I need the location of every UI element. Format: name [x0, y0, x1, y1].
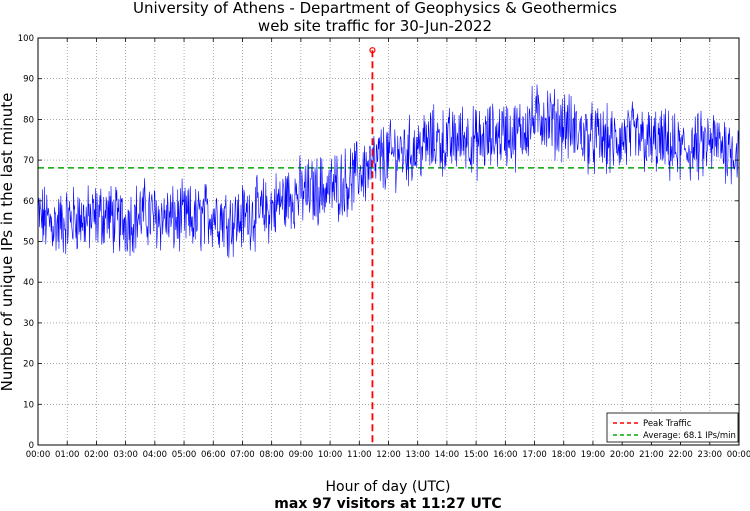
y-tick-label: 90: [23, 75, 34, 85]
series-layer: [37, 84, 740, 258]
x-tick-label: 20:00: [610, 450, 635, 460]
x-tick-label: 18:00: [552, 450, 577, 460]
x-tick-label: 00:00: [26, 450, 51, 460]
legend: Peak Traffic Average: 68.1 IPs/min: [606, 412, 739, 443]
x-tick-label: 02:00: [84, 450, 109, 460]
x-tick-label: 14:00: [435, 450, 460, 460]
x-tick-label: 09:00: [289, 450, 314, 460]
x-tick-label: 10:00: [318, 450, 343, 460]
x-tick-label: 13:00: [405, 450, 430, 460]
y-tick-label: 40: [23, 278, 34, 288]
y-axis-ticks: 0 10 20 30 40 50 60 70 80 90 100: [18, 34, 739, 451]
chart-title: University of Athens - Department of Geo…: [133, 0, 617, 17]
legend-label-peak: Peak Traffic: [643, 419, 692, 429]
x-tick-label: 15:00: [464, 450, 489, 460]
y-tick-label: 80: [23, 115, 34, 125]
x-axis-ticks: 00:00 01:00 02:00 03:00 04:00 05:00 06:00 07:00…: [26, 38, 750, 460]
x-tick-label: 22:00: [668, 450, 693, 460]
x-tick-label: 19:00: [581, 450, 606, 460]
legend-box: [606, 412, 739, 443]
x-tick-label: 06:00: [201, 450, 226, 460]
x-axis-sublabel: max 97 visitors at 11:27 UTC: [274, 496, 501, 511]
y-tick-label: 50: [23, 238, 34, 248]
x-tick-label: 07:00: [230, 450, 255, 460]
x-tick-label: 05:00: [172, 450, 197, 460]
y-tick-label: 0: [29, 441, 34, 451]
x-tick-label: 08:00: [259, 450, 284, 460]
x-tick-label: 11:00: [347, 450, 372, 460]
peak-layer: [369, 47, 376, 445]
x-tick-label: 00:00: [727, 450, 750, 460]
x-axis-label: Hour of day (UTC): [326, 479, 451, 495]
y-tick-label: 30: [23, 319, 34, 329]
legend-label-average: Average: 68.1 IPs/min: [643, 431, 736, 441]
y-tick-label: 60: [23, 197, 34, 207]
chart-subtitle: web site traffic for 30-Jun-2022: [258, 17, 492, 35]
traffic-line: [37, 84, 740, 258]
peak-marker: [369, 47, 376, 54]
x-tick-label: 04:00: [143, 450, 168, 460]
x-tick-label: 23:00: [698, 450, 723, 460]
x-tick-label: 16:00: [493, 450, 518, 460]
grid-lines: [38, 38, 739, 445]
x-tick-label: 01:00: [55, 450, 80, 460]
y-tick-label: 70: [23, 156, 34, 166]
x-tick-label: 21:00: [639, 450, 664, 460]
y-tick-label: 100: [18, 34, 34, 44]
y-tick-label: 10: [23, 400, 34, 410]
x-tick-label: 03:00: [113, 450, 138, 460]
y-tick-label: 20: [23, 360, 34, 370]
y-axis-label: Number of unique IPs in the last minute: [0, 93, 16, 392]
x-tick-label: 12:00: [376, 450, 401, 460]
x-tick-label: 17:00: [522, 450, 547, 460]
